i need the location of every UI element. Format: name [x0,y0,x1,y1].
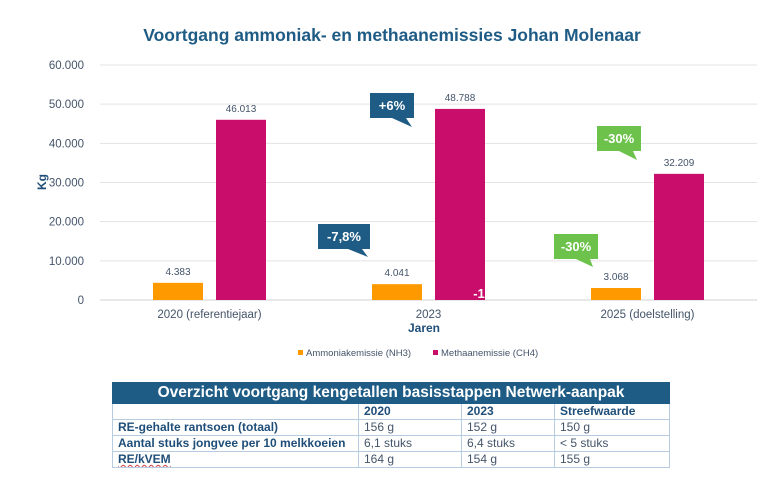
callout-text: +6% [379,98,406,113]
chart-title: Voortgang ammoniak- en methaanemissies J… [143,25,641,45]
change-callout: +6% [370,93,414,127]
gridlines [100,64,757,301]
callout-text: -7,8% [327,229,361,244]
callout-text: -30% [604,131,635,146]
y-tick-label: 0 [78,295,84,307]
table-cell: 155 g [554,451,670,468]
table-col-header: 2023 [461,403,555,420]
table-row: Aantal stuks jongvee per 10 melkkoeien 6… [112,435,670,452]
bar-methane [654,173,704,300]
y-tick-label: 60.000 [49,60,84,72]
bar-ammonia [591,287,641,300]
emissions-bar-chart: Voortgang ammoniak- en methaanemissies J… [35,25,757,359]
y-axis-ticks: 0 10.000 20.000 30.000 40.000 50.000 60.000 [49,60,84,307]
bar-methane [216,119,266,301]
table-cell: 6,1 stuks [358,435,462,452]
callout-bubble [318,224,370,257]
table-row-label: Aantal stuks jongvee per 10 melkkoeien [112,435,359,452]
bars [153,108,704,301]
callout-bubble [370,93,414,127]
x-axis-title: Jaren [408,321,440,335]
bar-ammonia [372,284,422,300]
table-title: Overzicht voortgang kengetallen basissta… [112,382,670,404]
x-tick-label: 2020 (referentiejaar) [157,309,261,321]
table-cell: 6,4 stuks [461,435,555,452]
stray-label: -1 [473,286,485,301]
table-cell: 152 g [461,419,555,436]
bar-methane [435,108,485,300]
table-row-label: RE/kVEM [112,451,359,468]
y-tick-label: 30.000 [49,178,84,190]
legend-label: Methaanemissie (CH4) [441,348,538,359]
data-label: 3.068 [603,272,628,283]
kpi-overview-table: Overzicht voortgang kengetallen basissta… [112,382,670,468]
x-tick-label: 2025 (doelstelling) [601,309,695,321]
x-axis-ticks: 2020 (referentiejaar) 2023 2025 (doelstell… [157,309,694,321]
data-label: 46.013 [226,104,257,115]
data-labels: 4.383 46.013 4.041 48.788 3.068 32.209 -1 [165,93,694,301]
y-tick-label: 20.000 [49,217,84,229]
legend-label: Ammoniakemissie (NH3) [306,348,411,359]
data-label: 32.209 [664,158,695,169]
callout-bubble [597,126,641,160]
change-callout: -30% [597,126,641,160]
data-label: 4.383 [165,267,190,278]
table-col-header: 2020 [358,403,462,420]
callouts: +6% -7,8% -30% -30% [318,93,641,267]
x-tick-label: 2023 [416,309,442,321]
table-cell: 154 g [461,451,555,468]
y-tick-label: 10.000 [49,256,84,268]
y-tick-label: 40.000 [49,138,84,150]
table-cell: 156 g [358,419,462,436]
table-header-row: 2020 2023 Streefwaarde [112,403,670,420]
change-callout: -7,8% [318,224,370,257]
legend-swatch [433,350,438,355]
legend: Ammoniakemissie (NH3) Methaanemissie (CH4… [298,348,538,359]
callout-text: -30% [561,239,592,254]
y-axis-title: Kg [35,174,49,190]
table-row-label: RE-gehalte rantsoen (totaal) [112,419,359,436]
table-row: RE/kVEM 164 g 154 g 155 g [112,451,670,468]
table-col-header: Streefwaarde [554,403,670,420]
table-cell: 150 g [554,419,670,436]
change-callout: -30% [554,234,598,267]
y-tick-label: 50.000 [49,99,84,111]
legend-swatch [298,350,303,355]
data-label: 4.041 [384,268,409,279]
data-label: 48.788 [445,93,476,104]
table-row: RE-gehalte rantsoen (totaal) 156 g 152 g… [112,419,670,436]
table-cell: 164 g [358,451,462,468]
table-cell: < 5 stuks [554,435,670,452]
bar-ammonia [153,282,203,300]
callout-bubble [554,234,598,267]
row-label-text: RE/kVEM [118,452,171,467]
table-col-header [112,403,359,420]
